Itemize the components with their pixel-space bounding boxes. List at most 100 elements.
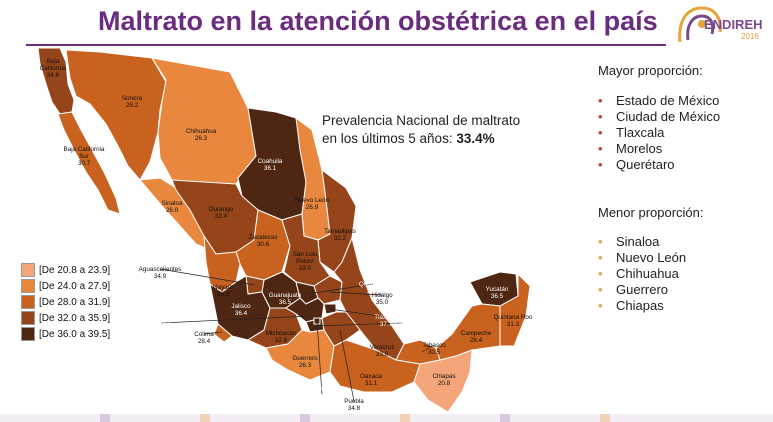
state-label-sonora: Sonora 28.2: [122, 95, 143, 109]
map-legend: [De 20.8 a 23.9] [De 24.0 a 27.9] [De 28.0…: [21, 262, 110, 342]
state-value-text: 28.4: [198, 338, 211, 345]
legend-item: [De 36.0 a 39.5]: [21, 326, 110, 342]
mayor-item-label: Ciudad de México: [616, 109, 721, 124]
mayor-item: • Morelos: [596, 141, 720, 157]
legend-label: [De 28.0 a 31.9]: [39, 296, 111, 308]
national-prevalence: Prevalencia Nacional de maltrato en los …: [322, 112, 520, 148]
state-name-text: México: [312, 392, 332, 399]
leader-line-morelos: [315, 322, 403, 327]
state-value-text: 32.2: [334, 235, 347, 242]
state-value-text: 36.9: [367, 288, 380, 295]
legend-swatch: [21, 311, 35, 325]
bullet-icon: •: [598, 109, 603, 124]
state-label-ciudad-de-mexico: Ciudad de México 39.2: [308, 385, 337, 406]
state-value-text: 34.8: [47, 72, 60, 79]
state-value-text: 31.1: [365, 380, 378, 387]
state-name-text: Zacatecas: [248, 234, 277, 241]
state-value-text: 32.4: [215, 213, 228, 220]
bullet-icon: •: [598, 282, 603, 297]
state-label-veracruz: Veracruz 33.6: [370, 344, 395, 358]
state-label-tlaxcala: Tlaxcala 37.7: [374, 314, 398, 328]
menor-item-label: Chiapas: [616, 298, 664, 313]
leader-line-queretaro: [307, 283, 374, 295]
state-name-text: Tamaulipas: [324, 228, 356, 235]
state-label-tamaulipas: Tamaulipas 32.2: [324, 228, 356, 242]
state-value-text: 36.1: [264, 165, 277, 172]
state-name-text: Coahuila: [258, 158, 283, 165]
footer-stripe: [0, 414, 773, 422]
mayor-item-label: Tlaxcala: [616, 125, 665, 140]
legend-label: [De 32.0 a 35.9]: [39, 312, 111, 324]
state-name-text: Jalisco: [231, 303, 251, 310]
state-value-text: 34.9: [154, 273, 167, 280]
legend-item: [De 28.0 a 31.9]: [21, 294, 110, 310]
mayor-item-label: Querétaro: [616, 157, 675, 172]
state-name-text: Oaxaca: [360, 373, 382, 380]
state-value-text: 26.3: [195, 135, 208, 142]
menor-item: • Chihuahua: [596, 266, 686, 282]
state-name-text: Tlaxcala: [374, 314, 398, 321]
state-name-text: Campeche: [461, 330, 492, 337]
menor-item: • Sinaloa: [596, 234, 686, 250]
legend-label: [De 24.0 a 27.9]: [39, 280, 111, 292]
bullet-icon: •: [598, 266, 603, 281]
bullet-icon: •: [598, 141, 603, 156]
state-region-zacatecas: [235, 209, 291, 281]
state-value-text: 36.5: [279, 299, 292, 306]
legend-item: [De 32.0 a 35.9]: [21, 310, 110, 326]
state-value-text: 39.5: [155, 327, 168, 334]
leader-line-ciudad-de-mexico: [316, 320, 323, 396]
state-label-michoacan: Michoacán 32.9: [266, 330, 297, 344]
state-value-text: 28.3: [217, 291, 230, 298]
state-region-puebla: [321, 311, 361, 347]
state-value-text: 26.9: [306, 204, 319, 211]
logo-year: 2016: [741, 32, 759, 41]
state-value-text: 31.3: [507, 321, 520, 328]
state-label-jalisco: Jalisco 36.4: [231, 303, 251, 317]
bullet-icon: •: [598, 298, 603, 313]
state-name-text: Guerrero: [292, 355, 318, 362]
state-name-text: Aguascalientes: [139, 266, 182, 273]
state-label-campeche: Campeche 28.4: [461, 330, 492, 344]
state-name-text: México: [151, 320, 171, 327]
state-name-text: Nuevo León: [295, 197, 329, 204]
state-label-hidalgo: Hidalgo 35.0: [371, 292, 393, 306]
bullet-icon: •: [598, 157, 603, 172]
mayor-item: • Estado de México: [596, 93, 720, 109]
state-name-text: Yucatán: [486, 286, 509, 293]
state-label-estado-de-mexico: Estado de México 39.5: [147, 313, 176, 334]
prevalence-line1: Prevalencia Nacional de maltrato: [322, 113, 521, 128]
state-name-text: Sonora: [122, 95, 143, 102]
state-label-colima: Colima 28.4: [194, 331, 214, 345]
state-label-nayarit: Nayarit 28.3: [213, 284, 233, 298]
state-name-text: Hidalgo: [371, 292, 393, 299]
menor-item: • Guerrero: [596, 282, 686, 298]
state-label-tabasco: Tabasco 30.5: [422, 342, 446, 356]
state-label-coahuila: Coahuila 36.1: [258, 158, 283, 172]
mayor-item-label: Estado de México: [616, 93, 720, 108]
state-label-sinaloa: Sinaloa 26.0: [161, 200, 183, 214]
logo-text: ENDIREH: [704, 17, 763, 32]
state-value-text: 28.2: [126, 102, 139, 109]
state-name-text: Colima: [194, 331, 214, 338]
state-name-text: Morelos: [391, 320, 413, 327]
state-value-text: 35.0: [376, 299, 389, 306]
state-region-colima: [213, 323, 233, 343]
state-label-baja-california: Baja California 34.8: [40, 58, 67, 79]
state-value-text: 30.5: [428, 349, 441, 356]
state-label-san-luis-potosi: San Luis Potosí 33.0: [293, 251, 318, 272]
bullet-icon: •: [598, 234, 603, 249]
state-label-yucatan: Yucatán 36.5: [486, 286, 509, 300]
state-value-text: 36.4: [235, 310, 248, 317]
state-value-text: 30.7: [78, 160, 91, 167]
state-name-text: Veracruz: [370, 344, 395, 351]
state-value-text: 33.0: [299, 265, 312, 272]
leader-line-aguascalientes: [159, 268, 256, 286]
state-value-text: 26.0: [166, 207, 179, 214]
menor-list: • Sinaloa • Nuevo León • Chihuahua • Guerrero • C…: [596, 234, 686, 314]
state-name-text: California: [40, 65, 67, 72]
state-name-text: Nayarit: [213, 284, 233, 291]
state-value-text: 39.2: [316, 399, 329, 406]
state-name-text: Querétaro: [359, 281, 388, 288]
leader-line-estado-de-mexico: [160, 315, 311, 324]
